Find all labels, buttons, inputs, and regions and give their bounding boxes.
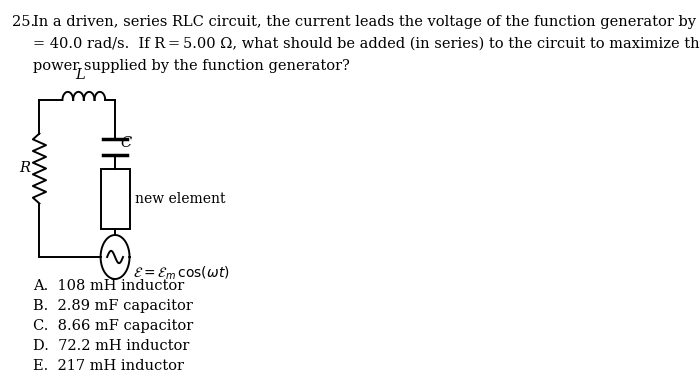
Text: E.  217 mH inductor: E. 217 mH inductor — [33, 359, 184, 373]
Text: D.  72.2 mH inductor: D. 72.2 mH inductor — [33, 339, 189, 353]
Text: C.  8.66 mF capacitor: C. 8.66 mF capacitor — [33, 319, 193, 333]
Text: In a driven, series RLC circuit, the current leads the voltage of the function g: In a driven, series RLC circuit, the cur… — [33, 15, 700, 29]
Text: 25.: 25. — [12, 15, 35, 29]
Text: L: L — [76, 68, 85, 82]
Text: = 40.0 rad/s.  If R = 5.00 Ω, what should be added (in series) to the circuit to: = 40.0 rad/s. If R = 5.00 Ω, what should… — [33, 37, 700, 51]
Text: R: R — [19, 161, 30, 175]
Text: power supplied by the function generator?: power supplied by the function generator… — [33, 59, 350, 73]
Text: $\mathcal{E}=\mathcal{E}_m\,\cos(\omega t)$: $\mathcal{E}=\mathcal{E}_m\,\cos(\omega … — [133, 265, 230, 283]
Bar — [101, 169, 130, 229]
Text: C: C — [120, 136, 132, 150]
Text: B.  2.89 mF capacitor: B. 2.89 mF capacitor — [33, 299, 193, 313]
Text: A.  108 mH inductor: A. 108 mH inductor — [33, 279, 184, 293]
Text: new element: new element — [135, 192, 225, 206]
